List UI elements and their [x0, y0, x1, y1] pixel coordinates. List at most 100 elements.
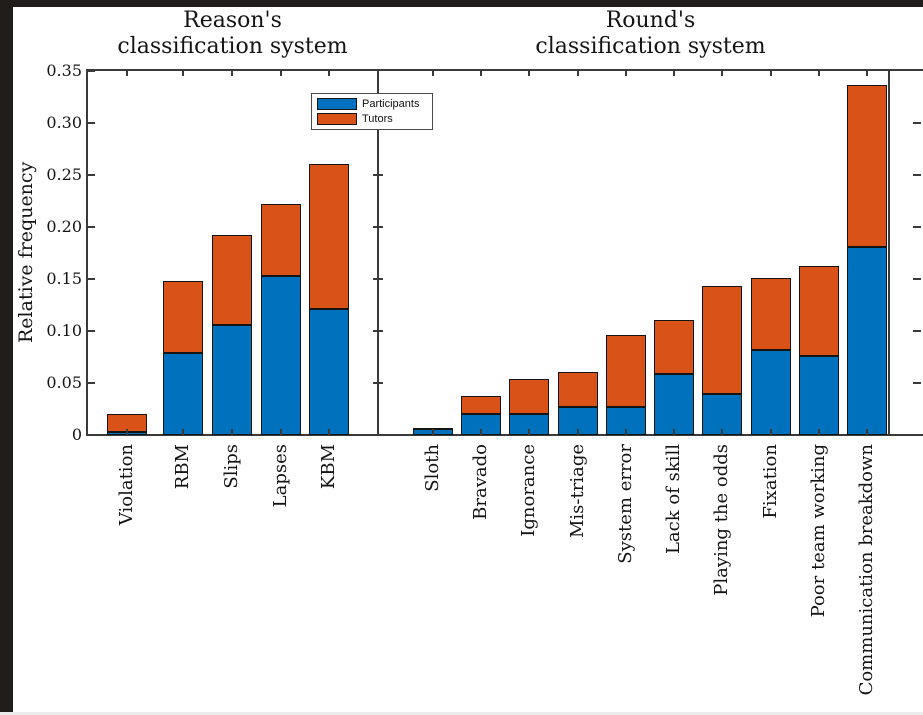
x-tick-mark: [231, 429, 233, 435]
x-tick-label: Bravado: [470, 444, 491, 520]
bar-segment-participants: [702, 394, 742, 435]
x-tick-label: Lapses: [270, 444, 291, 508]
x-tick-label: Lack of skill: [663, 444, 684, 555]
x-tick-mark: [432, 429, 434, 435]
bar-segment-tutors: [606, 335, 646, 407]
x-tick-mark: [721, 429, 723, 435]
right-edge-tick-mark: [913, 122, 921, 124]
x-tick-mark-top: [182, 70, 184, 76]
bar-segment-participants: [163, 353, 203, 435]
participants-color-swatch: [317, 98, 357, 110]
title-line: Reason's: [183, 8, 282, 33]
y-tick-mark: [88, 226, 95, 228]
divider-tick-mark: [373, 330, 383, 332]
bar-segment-participants: [212, 325, 252, 435]
bar-segment-participants: [799, 356, 839, 435]
legend-item-tutors: Tutors: [317, 113, 427, 125]
x-tick-label: Playing the odds: [711, 444, 732, 596]
x-tick-mark: [577, 429, 579, 435]
right-edge-tick-mark: [913, 278, 921, 280]
x-tick-label: Ignorance: [518, 444, 539, 537]
window-frame-left: [0, 0, 13, 712]
x-tick-mark-top: [231, 70, 233, 76]
x-tick-label: Poor team working: [808, 444, 829, 618]
x-tick-mark-top: [328, 70, 330, 76]
x-tick-label: Slips: [221, 444, 242, 489]
x-tick-label: Fixation: [760, 444, 781, 519]
y-tick-mark: [88, 382, 95, 384]
bar-segment-tutors: [654, 320, 694, 374]
bar-segment-tutors: [799, 266, 839, 356]
x-tick-mark-top: [126, 70, 128, 76]
title-line: classification system: [535, 34, 766, 59]
right-edge-tick-mark: [913, 382, 921, 384]
legend-item-participants: Participants: [317, 98, 427, 110]
bar-segment-participants: [654, 374, 694, 435]
bar-segment-participants: [847, 247, 887, 435]
bar-segment-tutors: [461, 396, 501, 414]
window-frame-top: [0, 0, 923, 7]
bar-segment-tutors: [212, 235, 252, 325]
x-tick-label: KBM: [318, 444, 339, 490]
y-tick-mark: [88, 70, 95, 72]
x-tick-mark: [182, 429, 184, 435]
right-edge-tick-mark: [913, 330, 921, 332]
bar-segment-tutors: [261, 204, 301, 276]
x-tick-mark: [625, 429, 627, 435]
y-axis-line: [86, 69, 88, 436]
y-tick-label: 0.10: [46, 321, 82, 340]
y-tick-label: 0.30: [46, 113, 82, 132]
x-tick-label: System error: [615, 444, 636, 564]
y-tick-label: 0.25: [46, 165, 82, 184]
panel-divider-line: [377, 69, 379, 436]
y-tick-mark: [88, 278, 95, 280]
x-tick-mark: [328, 429, 330, 435]
right-panel-title: Round's classification system: [378, 8, 923, 60]
x-tick-mark: [770, 429, 772, 435]
bar-segment-tutors: [509, 379, 549, 414]
x-tick-label: Sloth: [422, 444, 443, 492]
x-tick-mark-top: [280, 70, 282, 76]
x-tick-mark-top: [432, 70, 434, 76]
divider-tick-mark: [373, 382, 383, 384]
left-panel-title: Reason's classification system: [87, 8, 378, 60]
top-border-line: [86, 69, 923, 71]
tutors-color-swatch: [317, 113, 357, 125]
bar-segment-tutors: [847, 85, 887, 247]
x-tick-mark: [673, 429, 675, 435]
x-tick-mark: [280, 429, 282, 435]
x-tick-mark-top: [625, 70, 627, 76]
divider-tick-mark: [373, 278, 383, 280]
y-tick-mark: [88, 122, 95, 124]
right-border-line: [888, 69, 890, 436]
bar-segment-tutors: [163, 281, 203, 353]
title-line: Round's: [605, 8, 696, 33]
x-axis-line: [86, 434, 923, 436]
y-tick-label: 0.05: [46, 373, 82, 392]
x-tick-mark: [818, 429, 820, 435]
window-frame-bottom: [0, 712, 923, 715]
bar-segment-tutors: [558, 372, 598, 407]
x-tick-label: RBM: [172, 444, 193, 490]
x-tick-mark-top: [721, 70, 723, 76]
x-tick-mark-top: [480, 70, 482, 76]
y-tick-label: 0: [71, 425, 82, 444]
bar-segment-participants: [309, 309, 349, 435]
bar-segment-tutors: [751, 278, 791, 350]
legend-label: Tutors: [362, 113, 393, 125]
y-tick-mark: [88, 330, 95, 332]
x-tick-mark: [480, 429, 482, 435]
bar-segment-tutors: [309, 164, 349, 309]
title-line: classification system: [117, 34, 348, 59]
x-tick-mark-top: [528, 70, 530, 76]
x-tick-label: Violation: [116, 444, 137, 526]
y-tick-label: 0.15: [46, 269, 82, 288]
bar-segment-tutors: [702, 286, 742, 394]
divider-tick-mark: [373, 174, 383, 176]
y-tick-label: 0.20: [46, 217, 82, 236]
x-tick-mark-top: [673, 70, 675, 76]
x-tick-mark-top: [818, 70, 820, 76]
bar-segment-participants: [751, 350, 791, 435]
x-tick-mark-top: [866, 70, 868, 76]
